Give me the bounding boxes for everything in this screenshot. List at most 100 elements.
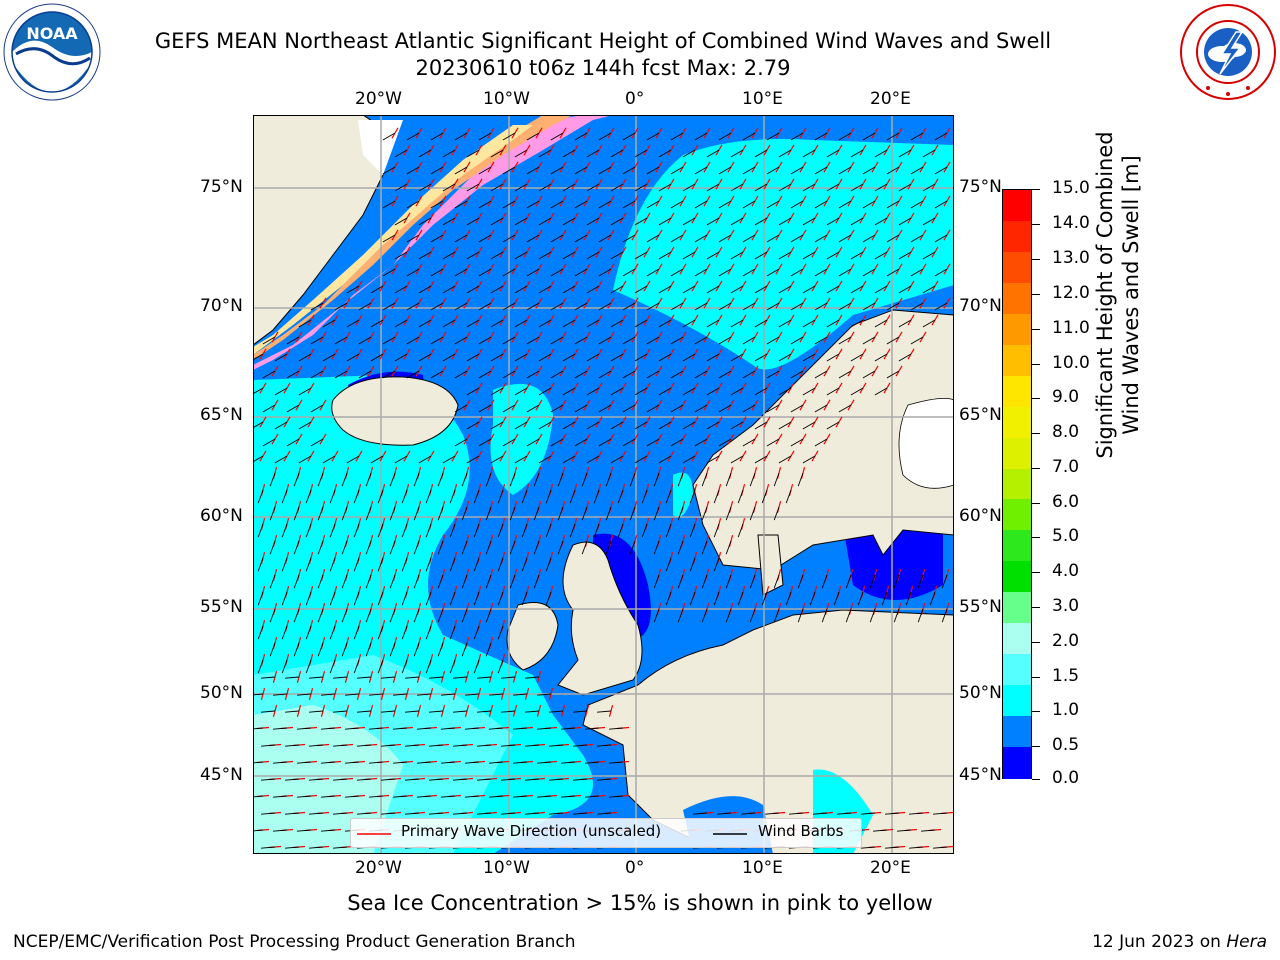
wind-barb [253,829,264,832]
wind-barb [298,319,312,328]
wind-barb [573,812,588,815]
wind-barb [514,387,528,396]
wind-barb [478,336,492,345]
wind-barb [857,591,864,606]
wind-barb [610,183,624,192]
colorbar-tick-mark [1032,537,1040,538]
wind-barb [838,132,852,141]
wind-barb [862,302,876,311]
wind-barb [346,319,360,328]
wind-barb [357,744,372,747]
wind-barb [485,608,492,623]
wind-barb [389,608,396,623]
wind-barb [293,506,300,521]
wind-barb [790,336,804,345]
wind-barb [766,200,780,209]
wind-barb [429,778,444,781]
wind-barb [293,540,300,555]
wind-barb [862,336,876,345]
wind-barb [749,472,756,487]
wind-barb [538,319,552,328]
wind-barb [754,149,768,158]
wind-barb [305,659,312,674]
wind-barb [886,268,900,277]
wind-barb [478,302,492,311]
wave-height-map[interactable] [253,115,954,854]
wind-barb [610,217,624,226]
top-lon-label: 10°E [742,89,783,109]
wind-barb [322,455,336,464]
wind-barb [454,370,468,379]
wind-barb [689,591,696,606]
wind-barb [622,404,636,413]
wind-barb [941,608,948,623]
wind-barb [610,285,624,294]
wind-barb [257,489,264,504]
wind-barb [358,302,372,311]
wind-barb [273,727,288,730]
wind-barb [454,132,468,141]
wind-barb [273,761,288,764]
colorbar-tick-mark [1032,677,1040,678]
wind-barb [790,302,804,311]
wind-barb [706,251,720,260]
wind-barb [365,574,372,589]
wind-barb [269,472,276,487]
wind-barb [622,200,636,209]
wind-barb [406,336,420,345]
wind-barb [778,353,792,362]
wind-barb [826,285,840,294]
wind-barb [562,251,576,260]
wind-barb [730,353,744,362]
wind-barb [442,319,456,328]
wind-barb [441,795,456,798]
wind-barb [345,727,360,730]
wind-barb [293,472,300,487]
wind-barb [634,421,648,430]
wind-barb [893,608,900,623]
wind-barb [598,438,612,447]
wind-barb [562,149,576,158]
wind-barb [634,251,648,260]
wind-barb [610,149,624,158]
wind-barb [789,812,804,815]
wind-barb [586,183,600,192]
wind-barb [790,234,804,243]
wind-barb [761,489,768,504]
wind-barb [586,251,600,260]
wind-barb [346,353,360,362]
wind-barb [826,421,840,430]
wind-barb [653,574,660,589]
colorbar-label-line1: Significant Height of Combined [1093,131,1117,459]
wind-barb [598,132,612,141]
wind-barb [406,268,420,277]
wind-barb [730,183,744,192]
wind-barb [742,234,756,243]
wind-barb [862,132,876,141]
wind-barb [586,217,600,226]
wind-barb [525,710,540,713]
wind-barb [646,404,660,413]
wind-barb [406,234,420,243]
wind-barb [581,472,588,487]
wind-barb [838,200,852,209]
wind-barb [609,727,624,730]
finland-white [898,397,954,489]
colorbar-tick-mark [1032,433,1040,434]
wind-barb [274,455,288,464]
wind-barb [382,370,396,379]
wind-barb [261,846,276,849]
wind-barb [298,421,312,430]
wind-barb [538,421,552,430]
wind-barb [394,285,408,294]
right-lat-label: 45°N [959,765,1002,785]
wind-barb [333,676,348,679]
wind-barb [689,523,696,538]
wind-barb [365,608,372,623]
wind-barb [393,761,408,764]
wind-barb [393,727,408,730]
wind-barb [557,540,564,555]
wind-barb [670,336,684,345]
wind-barb [550,166,564,175]
colorbar-tick-mark [1032,607,1040,608]
